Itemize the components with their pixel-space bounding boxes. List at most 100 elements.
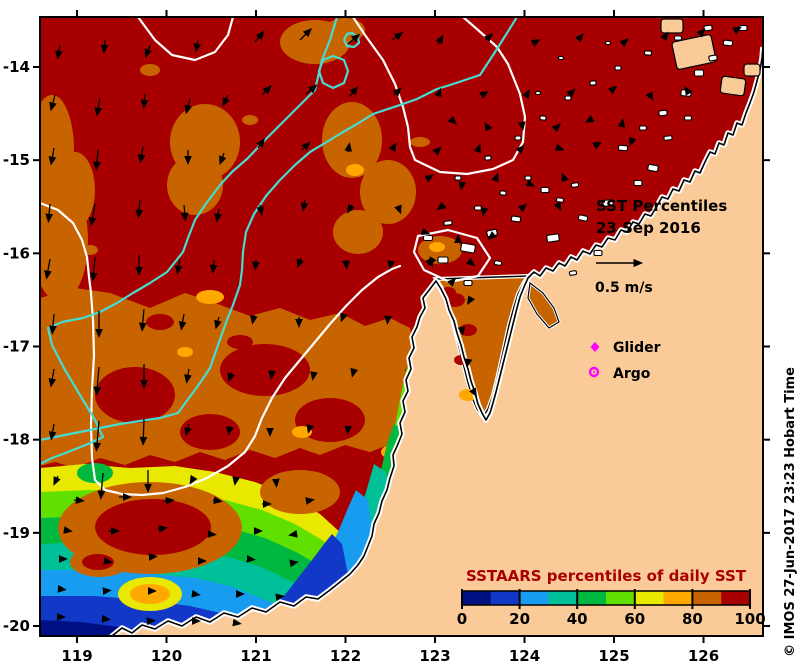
current-vector-arrow (574, 33, 584, 43)
current-vector-arrow (457, 326, 466, 336)
x-tick-label: 121 (240, 647, 271, 665)
current-vector-arrow (469, 387, 477, 398)
current-vector-arrow (420, 227, 431, 235)
island (555, 197, 565, 203)
colorbar-segment (519, 591, 549, 605)
percentile-patch (140, 64, 160, 76)
colorbar-segment (548, 591, 578, 605)
current-vector-arrow (391, 31, 404, 41)
colorbar-segment (606, 591, 636, 605)
island (514, 135, 522, 141)
x-tick-label: 124 (509, 647, 540, 665)
current-vector-arrow (384, 315, 392, 325)
colorbar-tick-label: 60 (624, 610, 645, 628)
current-vector-arrow (275, 593, 285, 602)
current-vector-arrow (432, 146, 442, 156)
current-vector-arrow (483, 32, 494, 43)
island (568, 270, 578, 276)
current-vector-arrow (222, 94, 230, 107)
percentile-patch (242, 115, 258, 125)
island (460, 242, 476, 254)
current-vector-arrow (144, 44, 153, 59)
island (671, 34, 717, 70)
ssh-contour-white (412, 228, 492, 284)
current-vector-arrow (137, 146, 146, 164)
island (510, 215, 522, 223)
current-vector-arrow (49, 313, 57, 335)
island (546, 233, 560, 243)
ssh-contour-cyan (40, 17, 339, 466)
current-vector-arrow (392, 87, 402, 97)
current-vector-arrow (435, 34, 444, 45)
current-vector-arrow (487, 230, 497, 240)
island (617, 144, 629, 152)
colorbar-tick-label: 20 (509, 610, 530, 628)
current-vector-arrow (473, 143, 481, 154)
colorbar-segment (634, 591, 665, 605)
current-vector-arrow (696, 28, 706, 38)
island (660, 18, 684, 34)
current-vector-arrow (272, 478, 280, 488)
island (708, 54, 718, 62)
island (643, 50, 653, 56)
map-title-line1: SST Percentiles (596, 197, 727, 215)
current-vector-arrow (232, 476, 241, 486)
percentile-patch (227, 335, 253, 349)
coastline (111, 46, 763, 636)
island (486, 228, 498, 238)
argo-label: Argo (613, 366, 651, 382)
glider-marker-icon (590, 342, 600, 352)
current-vector-arrow (296, 257, 305, 269)
island (743, 63, 761, 77)
ssh-contour-white (351, 17, 527, 176)
current-vector-arrow (184, 98, 192, 115)
velocity-scale-key: 0.5 m/s (595, 258, 653, 296)
percentile-patch (348, 295, 372, 309)
current-vector-arrow (193, 39, 202, 53)
island (722, 39, 734, 47)
current-vector-arrow (48, 368, 57, 388)
island (683, 115, 693, 121)
current-vector-arrow (347, 33, 361, 45)
cool-region-patch (95, 499, 211, 555)
current-vector-arrow (515, 144, 525, 155)
current-vector-arrow (584, 115, 595, 123)
y-tick-label: -16 (3, 244, 30, 262)
colorbar-segment (663, 591, 693, 605)
current-vector-arrow (63, 526, 73, 534)
percentile-patch (167, 155, 223, 215)
current-vector-arrow (73, 496, 85, 505)
current-vector-arrow (424, 174, 435, 183)
island (454, 175, 462, 181)
current-vector-arrow (178, 313, 187, 331)
current-vector-arrow (100, 39, 109, 54)
current-vector-arrow (180, 204, 189, 222)
current-vector-arrow (553, 201, 562, 212)
current-vector-arrow (732, 26, 743, 35)
current-vector-arrow (551, 123, 561, 133)
current-vector-arrow (347, 203, 355, 214)
island (499, 190, 507, 196)
island (539, 115, 547, 121)
x-tick-label: 123 (419, 647, 450, 665)
current-vector-arrow (299, 28, 312, 41)
glider-label: Glider (613, 340, 661, 356)
island (463, 279, 473, 287)
island (663, 135, 673, 141)
percentile-patch (360, 160, 416, 224)
x-tick-label: 120 (151, 647, 182, 665)
current-vector-arrow (139, 418, 148, 446)
coastal-bay-outline (527, 281, 560, 329)
current-vector-arrow (55, 44, 63, 60)
colorbar-segment (462, 591, 492, 605)
ssh-contour-white (136, 17, 235, 62)
island (589, 80, 597, 86)
percentile-patch (196, 290, 224, 304)
current-vector-arrow (207, 530, 217, 538)
percentile-patch (180, 414, 240, 450)
current-vector-arrow (250, 314, 258, 325)
ssh-contour-cyan (317, 54, 350, 90)
island (577, 214, 589, 222)
current-vector-arrow (310, 371, 318, 381)
island (638, 125, 648, 131)
